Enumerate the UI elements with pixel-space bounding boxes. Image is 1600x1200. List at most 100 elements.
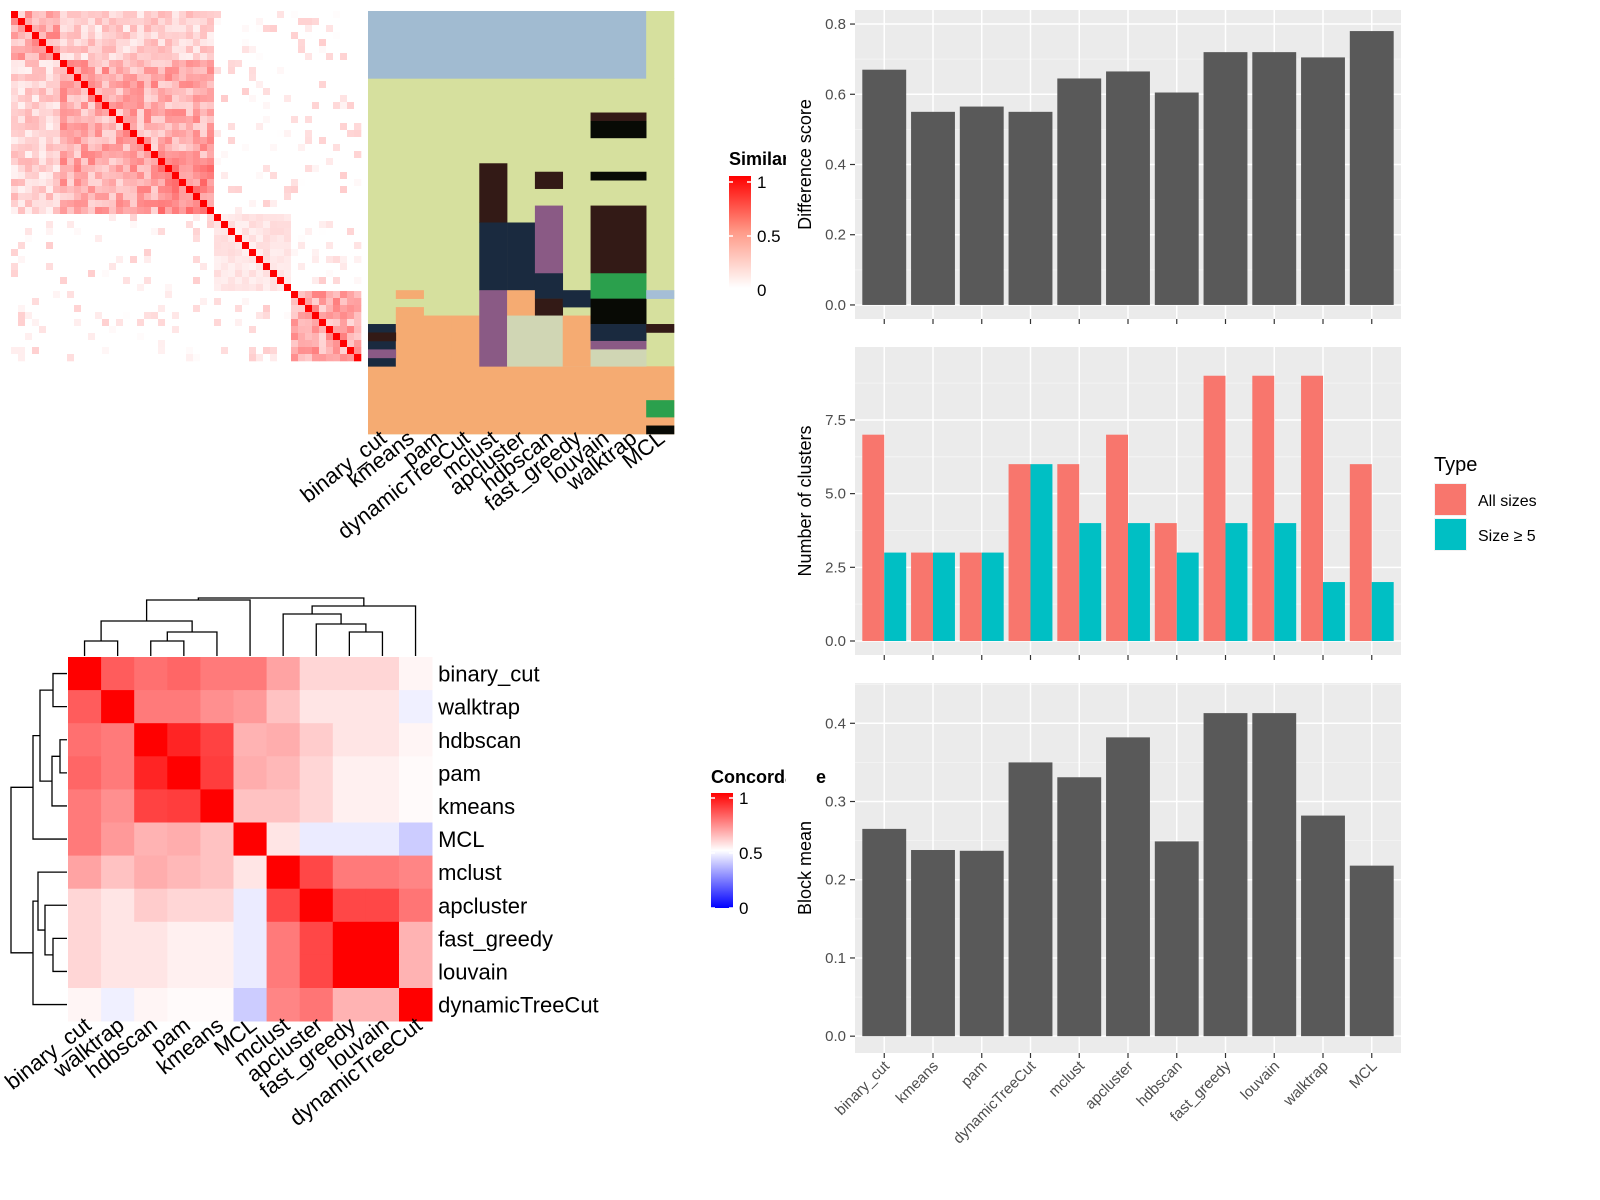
legend-tick-label: 0 xyxy=(757,281,766,300)
similarity-cell xyxy=(116,235,124,243)
similarity-cell xyxy=(193,263,201,271)
similarity-cell xyxy=(18,67,26,75)
similarity-cell xyxy=(291,144,299,152)
similarity-cell xyxy=(137,242,145,250)
similarity-cell xyxy=(123,312,131,320)
similarity-cell xyxy=(214,25,222,33)
y-tick-label: 0.2 xyxy=(825,872,846,889)
similarity-cell xyxy=(326,291,334,299)
similarity-cell xyxy=(102,151,110,159)
legend-tick-label: 0.5 xyxy=(739,844,763,863)
similarity-cell xyxy=(165,291,173,299)
similarity-cell xyxy=(354,200,362,208)
similarity-cell xyxy=(228,235,236,243)
concordance-cell xyxy=(200,723,234,757)
similarity-cell xyxy=(326,333,334,341)
similarity-cell xyxy=(291,200,299,208)
bar xyxy=(862,69,907,305)
similarity-cell xyxy=(312,32,320,40)
similarity-cell xyxy=(158,116,166,124)
similarity-cell xyxy=(214,81,222,89)
similarity-cell xyxy=(228,249,236,257)
similarity-cell xyxy=(298,305,306,313)
x-tick-label: apcluster xyxy=(1082,1058,1137,1113)
similarity-cell xyxy=(228,172,236,180)
similarity-cell xyxy=(340,200,348,208)
similarity-cell xyxy=(235,228,243,236)
bar xyxy=(911,850,955,1037)
similarity-cell xyxy=(340,88,348,96)
similarity-cell xyxy=(144,277,152,285)
similarity-cell xyxy=(116,53,124,61)
concordance-cell xyxy=(266,855,301,890)
similarity-cell xyxy=(116,74,124,82)
similarity-cell xyxy=(18,333,26,341)
dendrogram-branch xyxy=(44,904,67,956)
similarity-cell xyxy=(179,200,187,208)
similarity-cell xyxy=(39,214,47,222)
similarity-cell xyxy=(74,347,82,355)
similarity-cell xyxy=(130,256,138,264)
similarity-cell xyxy=(74,242,82,250)
similarity-cell xyxy=(221,144,229,152)
similarity-cell xyxy=(81,333,89,341)
similarity-cell xyxy=(284,347,292,355)
similarity-cell xyxy=(39,312,47,320)
similarity-cell xyxy=(298,18,306,26)
similarity-cell xyxy=(319,18,327,26)
similarity-cell xyxy=(53,305,61,313)
similarity-cell xyxy=(60,172,68,180)
similarity-cell xyxy=(32,116,40,124)
similarity-cell xyxy=(60,186,68,194)
similarity-cell xyxy=(123,60,131,68)
similarity-cell xyxy=(130,228,138,236)
similarity-cell xyxy=(354,298,362,306)
similarity-cell xyxy=(186,53,194,61)
similarity-cell xyxy=(53,291,61,299)
similarity-cell xyxy=(277,39,285,47)
similarity-cell xyxy=(270,137,278,145)
similarity-cell xyxy=(53,228,61,236)
similarity-cell xyxy=(11,88,19,96)
similarity-cell xyxy=(179,228,187,236)
similarity-cell xyxy=(109,88,117,96)
similarity-cell xyxy=(284,207,292,215)
y-tick-label: 0.4 xyxy=(825,157,846,174)
similarity-cell xyxy=(46,235,54,243)
similarity-cell xyxy=(102,95,110,103)
similarity-cell xyxy=(298,25,306,33)
similarity-cell xyxy=(95,102,103,110)
similarity-cell xyxy=(158,249,166,257)
similarity-cell xyxy=(249,25,257,33)
similarity-cell xyxy=(81,67,89,75)
similarity-cell xyxy=(207,214,215,222)
similarity-cell xyxy=(151,298,159,306)
similarity-cell xyxy=(200,144,208,152)
y-axis-label: Number of clusters xyxy=(795,425,815,576)
similarity-cell xyxy=(228,200,236,208)
similarity-cell xyxy=(179,354,187,362)
similarity-cell xyxy=(25,81,33,89)
similarity-cell xyxy=(102,165,110,173)
similarity-cell xyxy=(214,298,222,306)
similarity-cell xyxy=(60,312,68,320)
similarity-cell xyxy=(116,116,124,124)
similarity-cell xyxy=(347,340,355,348)
similarity-cell xyxy=(81,221,89,229)
similarity-cell xyxy=(74,256,82,264)
similarity-cell xyxy=(221,11,229,19)
similarity-cell xyxy=(123,347,131,355)
dendrogram-branch xyxy=(52,672,67,708)
similarity-cell xyxy=(270,326,278,334)
similarity-cell xyxy=(39,186,47,194)
similarity-cell xyxy=(256,116,264,124)
similarity-cell xyxy=(347,144,355,152)
similarity-cell xyxy=(74,172,82,180)
similarity-cell xyxy=(270,193,278,201)
similarity-cell xyxy=(137,109,145,117)
similarity-cell xyxy=(137,130,145,138)
similarity-cell xyxy=(305,284,313,292)
similarity-cell xyxy=(88,354,96,362)
similarity-cell xyxy=(165,172,173,180)
similarity-cell xyxy=(193,46,201,54)
